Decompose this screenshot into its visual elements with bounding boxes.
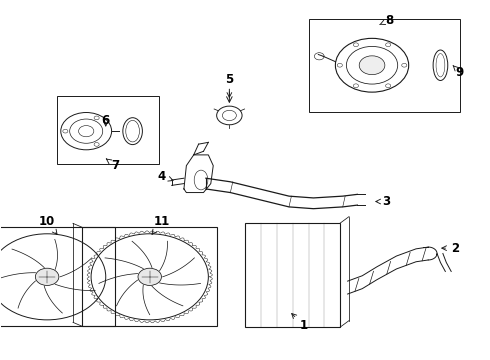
Text: 2: 2 <box>442 242 459 255</box>
Text: 8: 8 <box>380 14 393 27</box>
Circle shape <box>359 56 385 75</box>
Text: 10: 10 <box>39 215 57 234</box>
Text: 5: 5 <box>225 73 234 97</box>
Bar <box>57 96 159 164</box>
Text: 9: 9 <box>453 66 464 79</box>
Text: 1: 1 <box>292 314 308 332</box>
Bar <box>0 227 115 326</box>
Circle shape <box>35 268 59 285</box>
Circle shape <box>138 268 161 285</box>
Text: 6: 6 <box>101 114 110 127</box>
Text: 11: 11 <box>152 215 170 234</box>
Text: 3: 3 <box>376 195 391 208</box>
Bar <box>82 227 217 326</box>
Text: 4: 4 <box>158 170 173 183</box>
Text: 7: 7 <box>106 159 120 172</box>
Bar <box>245 223 340 327</box>
Bar <box>309 19 460 112</box>
